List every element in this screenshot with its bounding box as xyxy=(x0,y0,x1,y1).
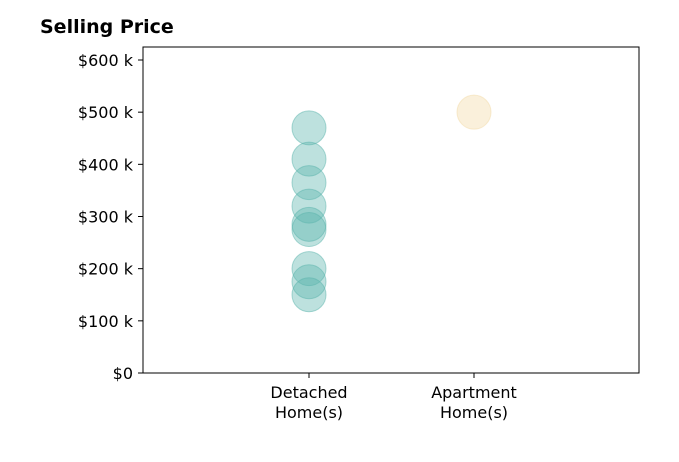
chart-title: Selling Price xyxy=(40,16,174,38)
plot-marks xyxy=(291,94,492,313)
y-tick-label: $100 k xyxy=(78,312,134,331)
y-tick-label: $400 k xyxy=(78,155,134,174)
y-axis: $0 $100 k $200 k $300 k $400 k $500 k $600 k xyxy=(78,51,143,383)
data-point xyxy=(291,277,327,313)
y-tick-label: $600 k xyxy=(78,51,134,70)
x-axis: Detached Home(s) Apartment Home(s) xyxy=(270,373,517,422)
y-tick-label: $500 k xyxy=(78,103,134,122)
y-tick-label: $200 k xyxy=(78,260,134,279)
data-point xyxy=(291,110,327,146)
data-point xyxy=(291,206,327,242)
plot-frame xyxy=(142,46,640,374)
x-tick-label: Apartment Home(s) xyxy=(431,383,517,422)
y-tick-label: $0 xyxy=(113,364,133,383)
data-point xyxy=(291,264,327,300)
data-point xyxy=(456,94,492,130)
data-point xyxy=(291,212,327,248)
x-tick-label: Detached Home(s) xyxy=(270,383,347,422)
y-tick-label: $300 k xyxy=(78,208,134,227)
data-point xyxy=(291,251,327,287)
